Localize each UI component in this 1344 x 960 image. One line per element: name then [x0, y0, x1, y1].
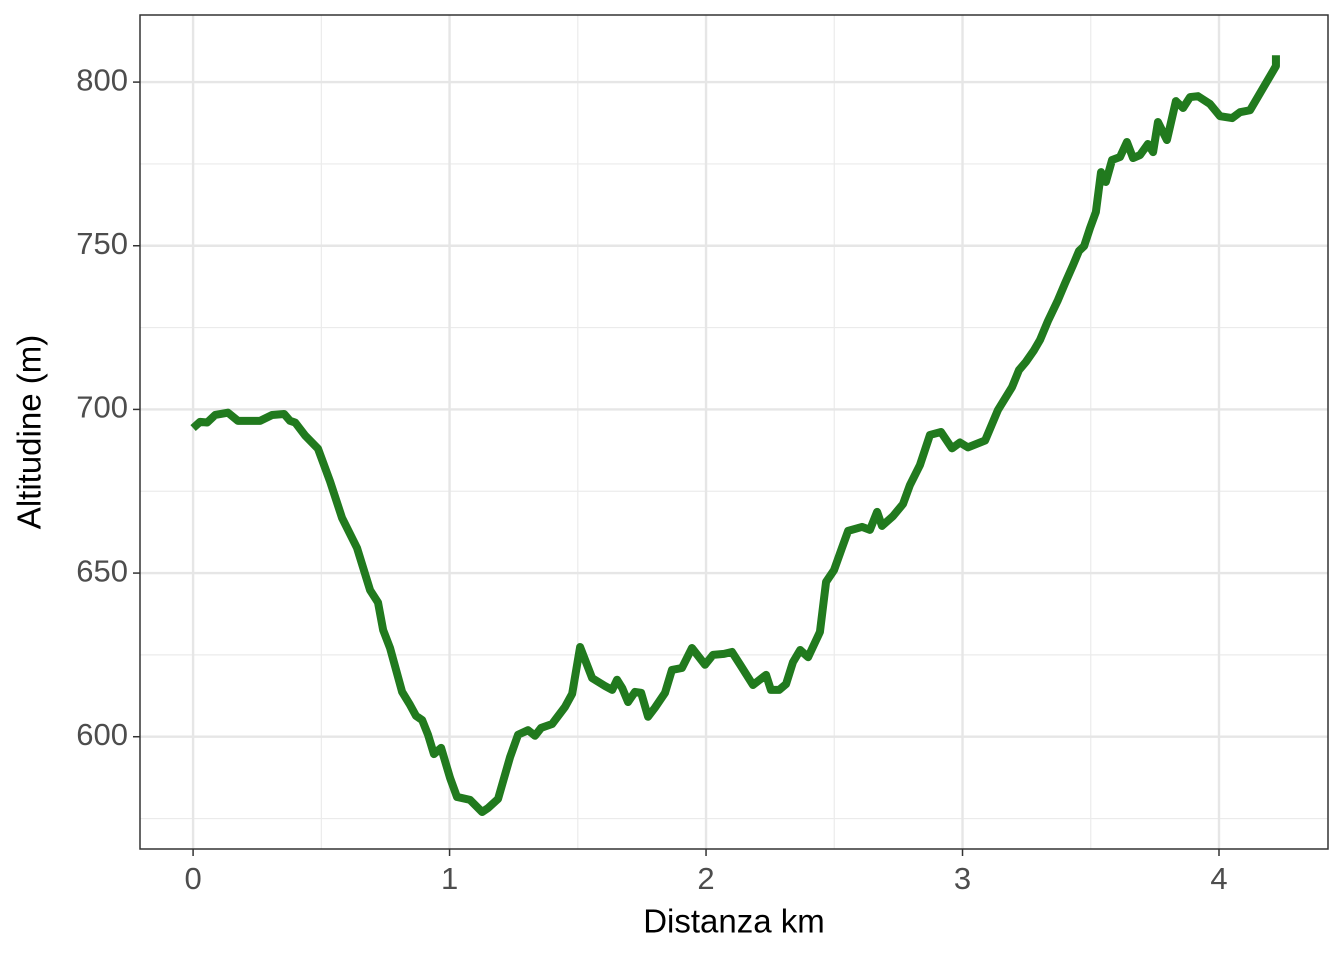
y-tick-label: 700: [76, 390, 128, 425]
x-tick-label: 1: [441, 861, 458, 896]
y-tick-label: 800: [76, 62, 128, 97]
y-tick-label: 600: [76, 717, 128, 752]
x-tick-label: 2: [697, 861, 714, 896]
x-tick-label: 4: [1210, 861, 1227, 896]
panel-border: [139, 14, 1329, 850]
elevation-line: [190, 55, 1280, 817]
x-tick-label: 0: [184, 861, 201, 896]
x-tick-label: 3: [954, 861, 971, 896]
y-axis-title: Altitudine (m): [11, 335, 48, 529]
x-axis-title: Distanza km: [643, 903, 825, 940]
y-tick-label: 750: [76, 226, 128, 261]
y-tick-label: 650: [76, 553, 128, 588]
